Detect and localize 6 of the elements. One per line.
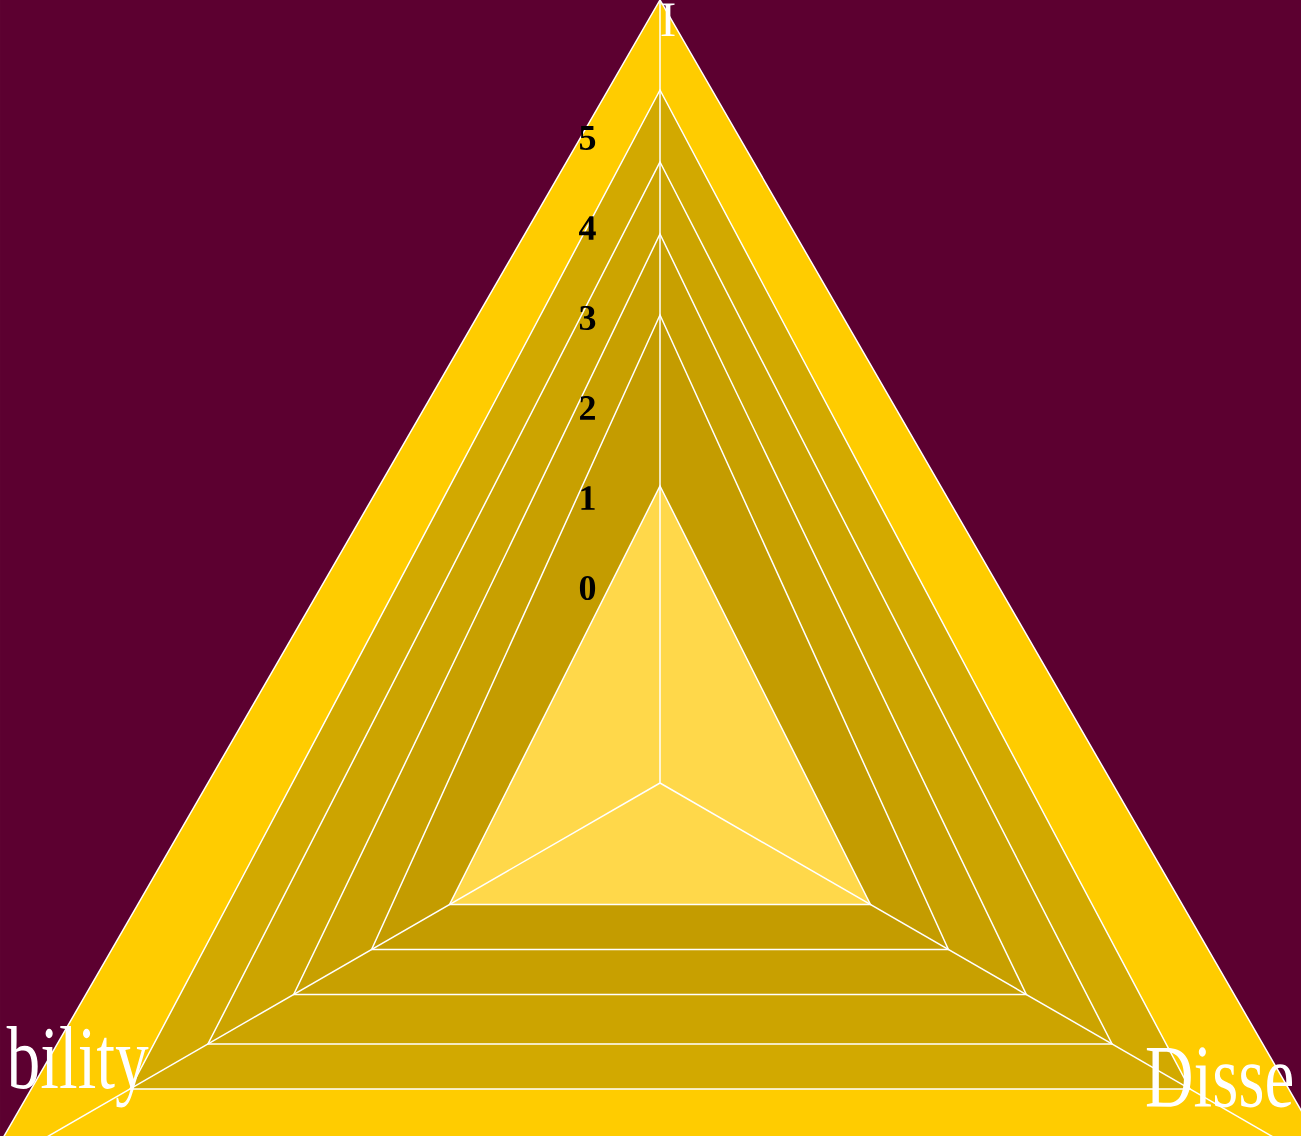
y-tick-label: 3 [579,305,596,331]
spoke-label: I [661,3,675,37]
y-tick-label: 0 [579,575,596,601]
y-tick-label: 1 [581,486,595,510]
y-tick-label: 2 [580,396,595,420]
y-tick-label: 5 [579,126,596,150]
